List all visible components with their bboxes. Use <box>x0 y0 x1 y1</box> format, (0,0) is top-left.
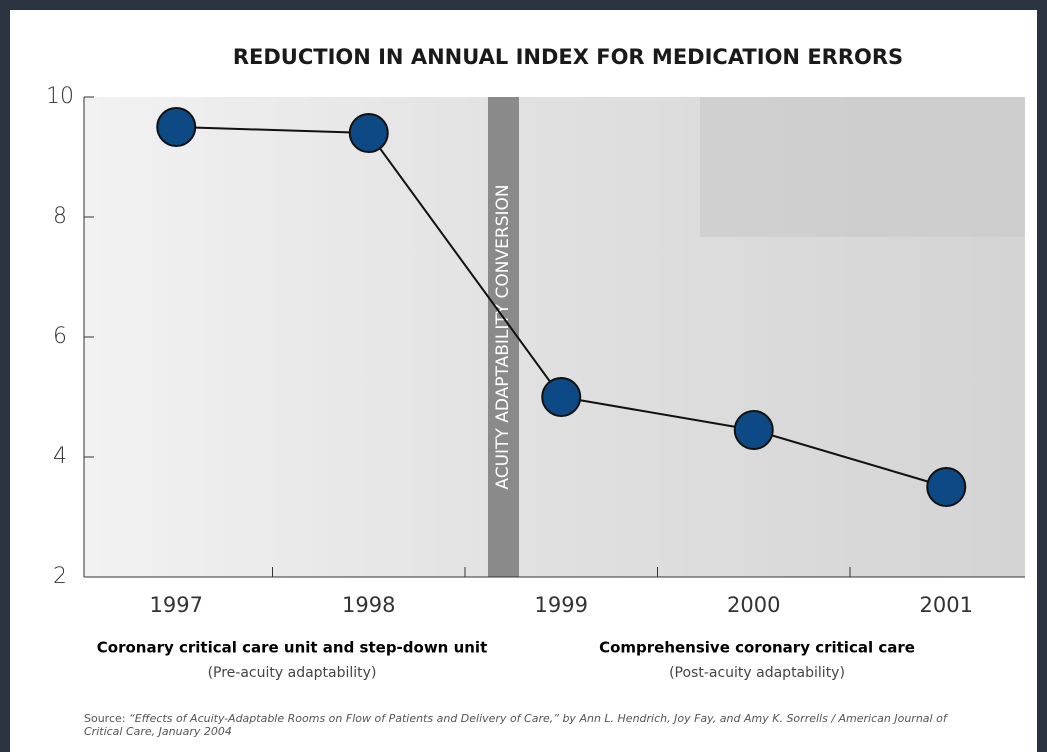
y-tick-label: 8 <box>53 204 67 229</box>
y-tick-label: 6 <box>53 324 67 349</box>
group-title: Coronary critical care unit and step-dow… <box>97 639 488 657</box>
marker <box>927 468 965 506</box>
group-title: Comprehensive coronary critical care <box>599 639 915 657</box>
y-tick-label: 10 <box>46 84 74 109</box>
x-tick-label: 1998 <box>342 593 395 617</box>
source-text: “Effects of Acuity-Adaptable Rooms on Fl… <box>84 712 947 738</box>
band-label: ACUITY ADAPTABILITY CONVERSION <box>493 184 513 489</box>
marker <box>157 108 195 146</box>
x-tick-label: 2000 <box>727 593 780 617</box>
x-tick-label: 2001 <box>920 593 973 617</box>
chart-title: REDUCTION IN ANNUAL INDEX FOR MEDICATION… <box>233 45 903 69</box>
frame: ACUITY ADAPTABILITY CONVERSION REDUCTION… <box>0 0 1047 752</box>
x-tick-label: 1997 <box>150 593 203 617</box>
marker <box>350 114 388 152</box>
source-label: Source: <box>84 712 126 725</box>
x-tick-label: 1999 <box>535 593 588 617</box>
y-tick-label: 4 <box>53 444 67 469</box>
group-subtitle: (Post-acuity adaptability) <box>669 665 845 681</box>
source: Source: “Effects of Acuity-Adaptable Roo… <box>84 712 964 738</box>
y-tick-label: 2 <box>53 564 67 589</box>
window <box>700 97 1025 237</box>
chart: ACUITY ADAPTABILITY CONVERSION REDUCTION… <box>0 0 1047 752</box>
group-subtitle: (Pre-acuity adaptability) <box>208 665 377 681</box>
marker <box>735 411 773 449</box>
marker <box>542 378 580 416</box>
